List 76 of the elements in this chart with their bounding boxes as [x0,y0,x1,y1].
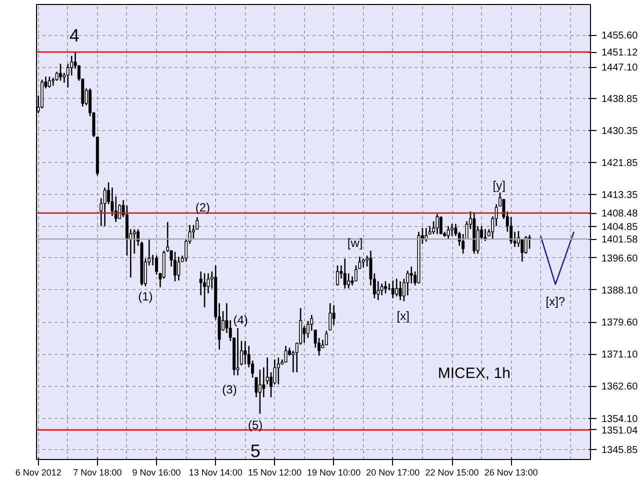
y-tick-label: 1455.60 [602,30,638,42]
annotation: (2) [195,200,210,214]
annotation: [x] [396,309,410,324]
candlestick [258,368,262,414]
candlestick [347,272,350,290]
x-tick-label: 15 Nov 12:00 [248,468,302,478]
annotation: 5 [250,440,260,461]
ref-line-label: 1408.48 [602,208,638,220]
annotation: (1) [138,289,153,304]
candlestick [236,327,240,376]
candlestick [284,345,288,364]
y-tick-label: 1413.35 [602,190,638,202]
annotation: [w] [347,236,363,250]
candlestick [391,280,394,299]
candlestick [450,223,454,237]
y-tick-label: 1379.60 [602,318,638,329]
y-tick-label: 1396.60 [602,253,638,264]
candlestick [358,256,362,270]
candlestick [324,330,328,346]
candlestick [384,280,388,294]
candlestick [110,186,114,217]
y-tick-label: 1421.85 [602,158,638,170]
annotation: (5) [248,418,263,432]
candlestick [362,258,365,268]
y-tick-label: 1430.35 [602,126,638,137]
annotation: (4) [233,313,248,328]
candlestick [395,278,398,298]
annotation: [x]? [546,294,566,308]
y-tick-label: 1447.10 [602,62,638,74]
annotation: [y] [492,178,506,192]
candlestick [439,216,442,235]
x-tick-label: 22 Nov 15:00 [425,468,479,478]
candlestick [410,266,413,284]
candlestick [48,76,51,88]
candlestick [524,235,528,254]
ref-line-label: 1451.12 [602,48,638,58]
annotation: (3) [222,382,237,396]
candlestick [262,366,266,398]
candlestick [446,225,450,240]
candlestick [380,282,384,296]
candlestick [398,280,402,301]
candlestick [173,251,177,282]
x-tick-label: 13 Nov 14:00 [188,468,242,478]
candlestick [376,280,380,301]
x-tick-label: 9 Nov 16:00 [132,468,181,478]
annotation: 4 [69,26,80,46]
candlestick [225,302,228,334]
candlestick [244,340,247,365]
y-tick-label: 1354.10 [602,414,638,425]
candlestick [276,356,280,386]
x-tick-label: 6 Nov 2012 [15,468,62,478]
x-tick-label: 20 Nov 17:00 [366,468,420,478]
candlestick [436,213,439,235]
x-tick-label: 26 Nov 13:00 [484,468,538,478]
candlestick [336,264,340,286]
candlestick [343,258,346,290]
y-tick-label: 1371.10 [602,350,638,361]
y-tick-label: 1362.60 [602,382,638,393]
ref-line-label: 1401.58 [602,234,638,246]
x-tick-label: 19 Nov 10:00 [307,468,361,478]
candlestick [203,272,206,308]
candlestick [192,224,195,240]
candlestick [177,256,180,282]
x-tick-label: 7 Nov 18:00 [73,468,122,478]
y-tick-label: 1388.10 [602,285,638,296]
candlestick [354,264,358,282]
candlestick [103,186,106,227]
y-tick-label: 1438.85 [602,94,638,105]
annotation: MICEX, 1h [438,364,510,382]
candlestick [155,254,158,276]
candlestick [59,63,62,82]
candlestick [462,233,465,254]
y-tick-label: 1404.85 [602,222,638,234]
candlestick [328,302,332,331]
ref-line-label: 1351.04 [602,425,638,436]
y-tick-label: 1345.85 [602,444,638,456]
